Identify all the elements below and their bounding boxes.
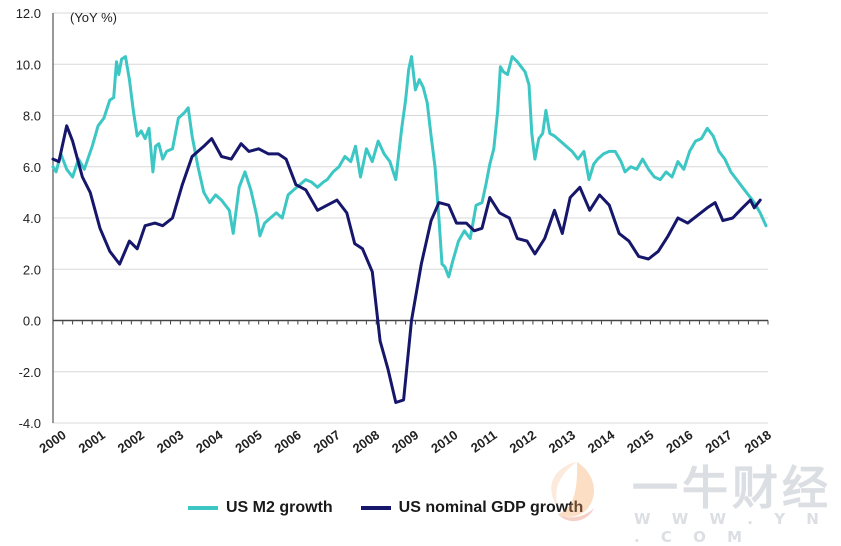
y-tick-label: -2.0 xyxy=(19,365,41,380)
legend-label-gdp: US nominal GDP growth xyxy=(398,499,584,516)
x-tick-label: 2004 xyxy=(193,427,226,456)
x-tick-label: 2003 xyxy=(154,427,186,456)
watermark-brand: 一牛财经 xyxy=(632,461,832,515)
y-tick-label: 6.0 xyxy=(23,160,41,175)
series-layer xyxy=(51,55,768,404)
x-tick-label: 2001 xyxy=(76,427,108,456)
y-axis-tick-labels: 12.0 10.0 8.0 6.0 4.0 2.0 0.0 -2.0 -4.0 xyxy=(16,6,41,431)
x-tick-label: 2011 xyxy=(468,427,500,455)
legend-item-gdp: US nominal GDP growth xyxy=(360,499,584,517)
x-tick-label: 2008 xyxy=(350,427,382,456)
y-tick-label: -4.0 xyxy=(19,416,41,431)
x-tick-label: 2002 xyxy=(115,427,147,456)
y-tick-label: 12.0 xyxy=(16,6,41,21)
legend-item-m2: US M2 growth xyxy=(188,499,333,517)
legend-swatch-m2 xyxy=(188,506,218,510)
x-tick-label: 2009 xyxy=(389,427,421,456)
legend: US M2 growth US nominal GDP growth xyxy=(188,499,583,517)
watermark: 一牛财经 W W W . Y N . C O M xyxy=(538,452,838,546)
x-tick-label: 2000 xyxy=(36,427,68,456)
gridlines xyxy=(53,12,768,424)
y-axis-unit-label: (YoY %) xyxy=(70,10,117,25)
x-tick-label: 2006 xyxy=(271,427,303,456)
y-tick-label: 8.0 xyxy=(23,109,41,124)
series-line-m2-growth xyxy=(51,55,768,279)
x-tick-label: 2007 xyxy=(311,427,343,456)
y-tick-label: 4.0 xyxy=(23,211,41,226)
brand-logo-icon xyxy=(551,462,595,522)
x-tick-label: 2010 xyxy=(428,427,460,456)
y-tick-label: 2.0 xyxy=(23,262,41,277)
watermark-url: W W W . Y N . C O M xyxy=(634,510,827,546)
series-line-nominal-gdp-growth xyxy=(51,124,762,404)
legend-swatch-gdp xyxy=(360,506,391,510)
y-tick-label: 10.0 xyxy=(16,57,41,72)
x-tick-label: 2005 xyxy=(232,427,264,456)
y-tick-label: 0.0 xyxy=(23,314,41,329)
legend-label-m2: US M2 growth xyxy=(226,499,333,516)
x-tick-label: 2012 xyxy=(507,427,539,456)
